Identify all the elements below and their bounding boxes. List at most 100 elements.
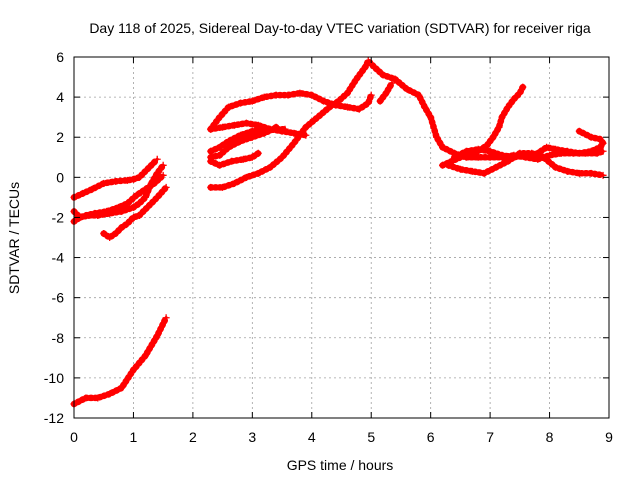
series-sat-b [70, 155, 161, 201]
data-point [382, 89, 390, 97]
data-point [575, 127, 583, 135]
data-point [495, 123, 503, 131]
data-point [552, 163, 559, 171]
data-point [248, 97, 256, 105]
data-point [498, 151, 506, 159]
y-tick-label: -2 [52, 209, 65, 225]
data-point [91, 209, 99, 217]
x-axis-label: GPS time / hours [287, 457, 394, 473]
data-point [216, 113, 224, 121]
data-point [103, 207, 111, 215]
data-point [474, 153, 482, 161]
data-point [124, 199, 131, 207]
data-point [498, 113, 506, 121]
data-point [534, 149, 542, 157]
data-point [415, 91, 423, 99]
data-point [272, 123, 280, 131]
data-point [504, 103, 512, 111]
data-point [216, 143, 224, 151]
y-tick-label: -4 [52, 250, 65, 266]
data-point [228, 157, 236, 165]
data-point [141, 205, 149, 213]
data-point [254, 149, 262, 157]
data-point [162, 183, 170, 191]
data-point [236, 137, 244, 145]
data-point [248, 133, 256, 141]
x-tick-label: 4 [308, 429, 316, 445]
data-point [510, 153, 518, 161]
data-point [450, 153, 458, 161]
data-point [379, 71, 387, 79]
data-point [403, 85, 411, 93]
data-point [376, 97, 384, 105]
x-tick-label: 3 [248, 429, 256, 445]
data-point [207, 157, 215, 165]
data-point [427, 113, 435, 121]
data-point [272, 91, 280, 99]
data-point [260, 93, 268, 101]
data-point [445, 161, 452, 169]
data-point [296, 89, 304, 97]
data-point [343, 89, 351, 97]
data-point [421, 103, 429, 111]
data-point [599, 139, 607, 147]
data-point [370, 63, 378, 71]
data-point [388, 79, 396, 87]
series-sat-k [207, 89, 375, 133]
data-point [159, 171, 167, 179]
data-point [129, 213, 137, 221]
data-point [207, 147, 215, 155]
series-sat-e [100, 183, 170, 241]
data-point [543, 143, 551, 151]
data-point [225, 143, 233, 151]
data-point [141, 193, 149, 201]
data-point [587, 147, 595, 155]
data-point [88, 185, 96, 193]
data-point [153, 193, 161, 201]
data-point [124, 176, 131, 184]
data-point [284, 91, 292, 99]
data-point [439, 143, 447, 151]
data-point [492, 163, 500, 171]
data-point [118, 384, 126, 392]
data-point [486, 153, 494, 161]
x-tick-label: 5 [367, 429, 375, 445]
data-point [147, 199, 155, 207]
data-point [162, 314, 170, 322]
data-point [239, 155, 247, 163]
data-point [290, 139, 298, 147]
data-point [552, 145, 559, 153]
data-point [480, 169, 488, 177]
series-sat-o [450, 127, 607, 161]
data-point [302, 123, 310, 131]
data-point [225, 137, 233, 145]
data-point [112, 177, 120, 185]
data-point [153, 169, 161, 177]
data-point [248, 153, 256, 161]
x-axis-tick-labels: 0 1 2 3 4 5 6 7 8 9 [70, 429, 613, 445]
data-point [132, 191, 140, 199]
data-point [248, 127, 256, 135]
data-point [599, 147, 607, 155]
data-point [153, 332, 161, 340]
data-point [352, 75, 360, 83]
data-point [332, 101, 340, 109]
data-point [462, 147, 470, 155]
data-point [124, 219, 131, 227]
data-point [260, 129, 268, 137]
x-tick-label: 6 [427, 429, 435, 445]
axis-ticks [73, 56, 610, 419]
data-point [82, 394, 90, 402]
data-point [129, 203, 137, 211]
data-point [456, 165, 464, 173]
data-point [290, 129, 298, 137]
data-point [486, 147, 494, 155]
data-point [242, 119, 250, 127]
data-point [141, 185, 149, 193]
data-point [587, 133, 595, 141]
data-point [207, 183, 215, 191]
data-point [483, 141, 491, 149]
data-point [216, 151, 224, 159]
data-point [575, 149, 583, 157]
data-point [519, 83, 527, 91]
